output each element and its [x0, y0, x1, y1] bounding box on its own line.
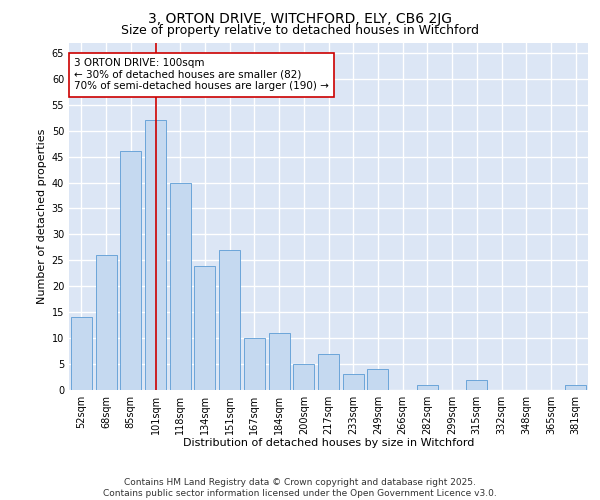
Bar: [244, 338, 265, 390]
Bar: [145, 120, 166, 390]
Y-axis label: Number of detached properties: Number of detached properties: [37, 128, 47, 304]
Bar: [120, 152, 141, 390]
Bar: [367, 370, 388, 390]
Bar: [269, 333, 290, 390]
Text: 3, ORTON DRIVE, WITCHFORD, ELY, CB6 2JG: 3, ORTON DRIVE, WITCHFORD, ELY, CB6 2JG: [148, 12, 452, 26]
Bar: [466, 380, 487, 390]
Text: Size of property relative to detached houses in Witchford: Size of property relative to detached ho…: [121, 24, 479, 37]
Bar: [318, 354, 339, 390]
Bar: [417, 385, 438, 390]
Bar: [219, 250, 240, 390]
X-axis label: Distribution of detached houses by size in Witchford: Distribution of detached houses by size …: [183, 438, 474, 448]
Bar: [71, 318, 92, 390]
Bar: [565, 385, 586, 390]
Text: Contains HM Land Registry data © Crown copyright and database right 2025.
Contai: Contains HM Land Registry data © Crown c…: [103, 478, 497, 498]
Bar: [170, 182, 191, 390]
Text: 3 ORTON DRIVE: 100sqm
← 30% of detached houses are smaller (82)
70% of semi-deta: 3 ORTON DRIVE: 100sqm ← 30% of detached …: [74, 58, 329, 92]
Bar: [343, 374, 364, 390]
Bar: [95, 255, 116, 390]
Bar: [293, 364, 314, 390]
Bar: [194, 266, 215, 390]
